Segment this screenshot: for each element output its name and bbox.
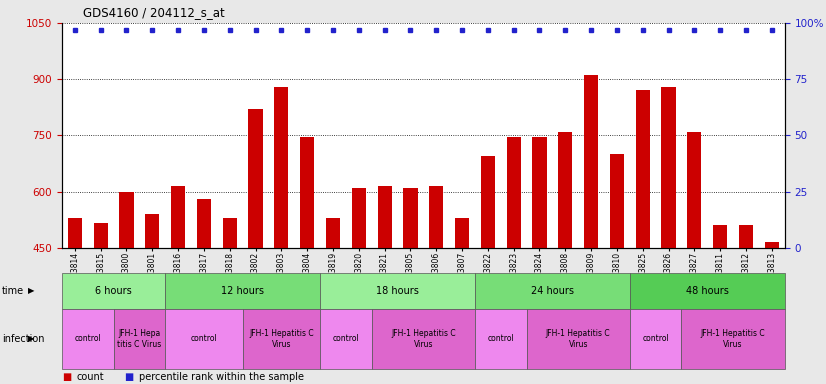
Bar bbox=[145, 214, 159, 384]
Bar bbox=[68, 218, 82, 384]
Bar bbox=[636, 91, 650, 384]
Bar bbox=[377, 186, 392, 384]
Bar bbox=[506, 137, 520, 384]
Text: control: control bbox=[74, 334, 101, 343]
Bar bbox=[739, 225, 753, 384]
Bar bbox=[352, 188, 366, 384]
Bar bbox=[610, 154, 624, 384]
Bar bbox=[274, 87, 288, 384]
Text: control: control bbox=[643, 334, 669, 343]
Bar bbox=[455, 218, 469, 384]
Text: control: control bbox=[333, 334, 359, 343]
Text: time: time bbox=[2, 286, 24, 296]
Bar bbox=[249, 109, 263, 384]
Text: ■: ■ bbox=[124, 372, 133, 382]
Text: GDS4160 / 204112_s_at: GDS4160 / 204112_s_at bbox=[83, 6, 225, 19]
Text: 18 hours: 18 hours bbox=[376, 286, 419, 296]
Text: JFH-1 Hepatitis C
Virus: JFH-1 Hepatitis C Virus bbox=[700, 329, 766, 349]
Bar bbox=[93, 223, 107, 384]
Bar bbox=[171, 186, 185, 384]
Text: 6 hours: 6 hours bbox=[95, 286, 132, 296]
Bar bbox=[713, 225, 727, 384]
Text: infection: infection bbox=[2, 334, 44, 344]
Bar bbox=[687, 132, 701, 384]
Bar bbox=[481, 156, 495, 384]
Text: count: count bbox=[77, 372, 104, 382]
Text: JFH-1 Hepatitis C
Virus: JFH-1 Hepatitis C Virus bbox=[391, 329, 456, 349]
Bar bbox=[533, 137, 547, 384]
Bar bbox=[403, 188, 417, 384]
Bar bbox=[662, 87, 676, 384]
Text: ■: ■ bbox=[62, 372, 71, 382]
Bar bbox=[584, 76, 598, 384]
Text: ▶: ▶ bbox=[28, 334, 35, 343]
Bar bbox=[223, 218, 237, 384]
Bar bbox=[197, 199, 211, 384]
Text: ▶: ▶ bbox=[28, 286, 35, 295]
Bar bbox=[120, 192, 134, 384]
Text: control: control bbox=[191, 334, 217, 343]
Text: 12 hours: 12 hours bbox=[221, 286, 264, 296]
Bar bbox=[765, 242, 779, 384]
Text: JFH-1 Hepa
titis C Virus: JFH-1 Hepa titis C Virus bbox=[117, 329, 162, 349]
Text: JFH-1 Hepatitis C
Virus: JFH-1 Hepatitis C Virus bbox=[546, 329, 610, 349]
Bar bbox=[430, 186, 444, 384]
Text: 48 hours: 48 hours bbox=[686, 286, 729, 296]
Text: 24 hours: 24 hours bbox=[531, 286, 574, 296]
Text: JFH-1 Hepatitis C
Virus: JFH-1 Hepatitis C Virus bbox=[249, 329, 314, 349]
Bar bbox=[326, 218, 340, 384]
Text: percentile rank within the sample: percentile rank within the sample bbox=[139, 372, 304, 382]
Bar bbox=[300, 137, 314, 384]
Bar bbox=[558, 132, 572, 384]
Text: control: control bbox=[487, 334, 514, 343]
